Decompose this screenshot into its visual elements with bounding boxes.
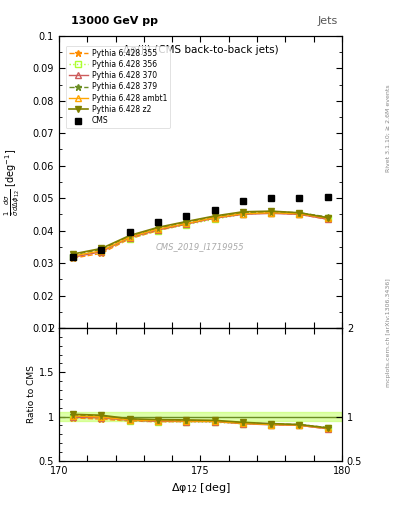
Pythia 6.428 ambt1 [156,226,160,232]
Pythia 6.428 ambt1 [71,253,75,259]
Line: CMS: CMS [70,193,331,260]
Pythia 6.428 379 [297,210,302,216]
Pythia 6.428 379 [325,214,330,220]
Pythia 6.428 379 [212,214,217,220]
Pythia 6.428 370 [184,221,189,227]
Pythia 6.428 z2 [71,251,75,257]
Pythia 6.428 ambt1 [325,215,330,221]
CMS [127,229,132,236]
Pythia 6.428 379 [156,225,160,231]
Line: Pythia 6.428 z2: Pythia 6.428 z2 [70,208,331,257]
Pythia 6.428 370 [156,227,160,233]
Pythia 6.428 356 [212,216,217,222]
Pythia 6.428 370 [297,211,302,218]
Pythia 6.428 ambt1 [127,234,132,240]
CMS [269,195,274,201]
Line: Pythia 6.428 ambt1: Pythia 6.428 ambt1 [70,210,331,259]
Pythia 6.428 379 [184,220,189,226]
Pythia 6.428 355 [241,210,245,216]
Pythia 6.428 355 [71,255,75,261]
X-axis label: Δφ$_{12}$ [deg]: Δφ$_{12}$ [deg] [171,481,230,495]
Pythia 6.428 355 [127,236,132,242]
Pythia 6.428 355 [156,227,160,233]
Pythia 6.428 356 [325,215,330,221]
Pythia 6.428 z2 [156,224,160,230]
Pythia 6.428 ambt1 [212,215,217,221]
Pythia 6.428 z2 [99,245,104,251]
Pythia 6.428 z2 [127,232,132,239]
Pythia 6.428 356 [269,210,274,216]
Text: Jets: Jets [318,15,338,26]
CMS [156,220,160,226]
CMS [297,195,302,201]
Pythia 6.428 355 [184,221,189,227]
Pythia 6.428 ambt1 [269,210,274,216]
CMS [325,194,330,200]
Pythia 6.428 379 [241,210,245,216]
Pythia 6.428 370 [325,216,330,222]
Text: CMS_2019_I1719955: CMS_2019_I1719955 [156,242,245,251]
Pythia 6.428 379 [71,252,75,258]
Pythia 6.428 355 [99,250,104,257]
Pythia 6.428 356 [156,227,160,233]
Pythia 6.428 356 [297,210,302,217]
Line: Pythia 6.428 370: Pythia 6.428 370 [70,210,331,260]
Pythia 6.428 z2 [184,219,189,225]
Pythia 6.428 379 [99,246,104,252]
CMS [212,206,217,212]
Y-axis label: $\frac{1}{\bar{\sigma}}\frac{d\sigma}{d\Delta\phi_{12}}$ [deg$^{-1}$]: $\frac{1}{\bar{\sigma}}\frac{d\sigma}{d\… [3,148,22,216]
Line: Pythia 6.428 355: Pythia 6.428 355 [70,209,331,262]
CMS [184,213,189,219]
Pythia 6.428 355 [297,211,302,218]
Pythia 6.428 ambt1 [184,220,189,226]
Pythia 6.428 370 [127,234,132,241]
Pythia 6.428 z2 [269,208,274,214]
Line: Pythia 6.428 356: Pythia 6.428 356 [70,210,331,260]
Pythia 6.428 355 [212,215,217,221]
Pythia 6.428 z2 [325,215,330,221]
Pythia 6.428 370 [241,211,245,218]
Pythia 6.428 z2 [212,213,217,219]
Pythia 6.428 z2 [241,209,245,215]
Pythia 6.428 356 [99,249,104,255]
Text: mcplots.cern.ch [arXiv:1306.3436]: mcplots.cern.ch [arXiv:1306.3436] [386,279,391,387]
Pythia 6.428 370 [212,215,217,221]
Line: Pythia 6.428 379: Pythia 6.428 379 [70,208,331,259]
CMS [71,253,75,260]
Pythia 6.428 370 [71,254,75,260]
CMS [241,198,245,204]
Pythia 6.428 356 [184,222,189,228]
Pythia 6.428 370 [99,249,104,255]
Pythia 6.428 ambt1 [241,210,245,217]
Pythia 6.428 355 [325,216,330,222]
Text: Δφ(jj) (CMS back-to-back jets): Δφ(jj) (CMS back-to-back jets) [123,45,278,55]
Pythia 6.428 356 [127,236,132,242]
Pythia 6.428 379 [269,209,274,215]
Pythia 6.428 ambt1 [99,248,104,254]
Pythia 6.428 ambt1 [297,210,302,217]
Pythia 6.428 379 [127,233,132,240]
CMS [99,247,104,253]
Pythia 6.428 370 [269,210,274,217]
Pythia 6.428 355 [269,210,274,216]
Legend: Pythia 6.428 355, Pythia 6.428 356, Pythia 6.428 370, Pythia 6.428 379, Pythia 6: Pythia 6.428 355, Pythia 6.428 356, Pyth… [66,46,170,129]
Pythia 6.428 356 [71,253,75,260]
Text: Rivet 3.1.10; ≥ 2.6M events: Rivet 3.1.10; ≥ 2.6M events [386,84,391,172]
Y-axis label: Ratio to CMS: Ratio to CMS [27,366,36,423]
Pythia 6.428 356 [241,211,245,218]
Pythia 6.428 z2 [297,210,302,216]
Text: 13000 GeV pp: 13000 GeV pp [71,15,158,26]
